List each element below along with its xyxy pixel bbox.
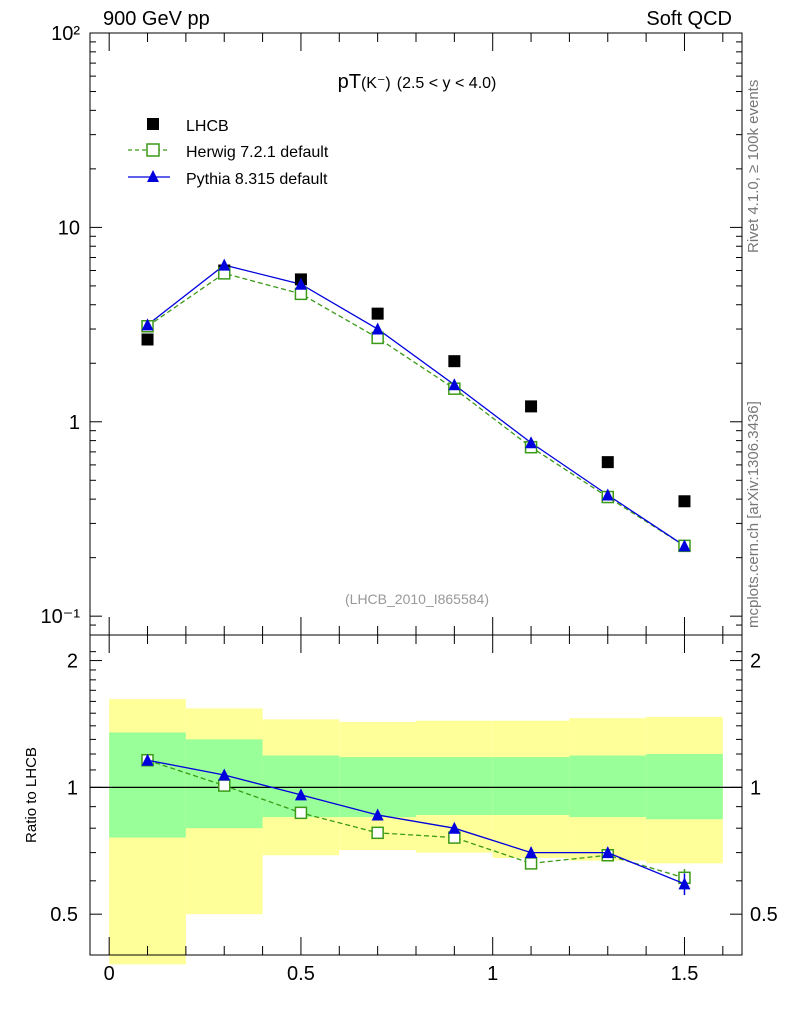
ratio-point-herwig — [371, 826, 384, 840]
ratio-xtick-label: 1.5 — [671, 963, 699, 985]
main-line-herwig — [147, 272, 685, 547]
ratio-ylabel: Ratio to LHCB — [23, 747, 40, 843]
ratio-xtick-label: 0.5 — [287, 963, 315, 985]
main-point-pythia — [448, 378, 461, 391]
green-band-bin — [646, 754, 723, 820]
main-point-pythia — [141, 318, 154, 331]
main-point-pythia — [371, 322, 384, 335]
main-ytick-label: 10² — [51, 23, 80, 45]
main-point-herwig — [294, 287, 308, 301]
header-process-label: 900 GeV pp — [103, 8, 210, 30]
ratio-point-pythia — [601, 846, 614, 859]
main-point-lhcb — [448, 355, 461, 368]
main-point-lhcb — [525, 400, 538, 413]
plot-title-particle: (K⁻) — [361, 75, 391, 92]
ratio-point-pythia — [448, 821, 461, 834]
ratio-xtick-label: 1 — [487, 963, 498, 985]
legend-label-pythia: Pythia 8.315 default — [186, 171, 328, 188]
ratio-point-pythia — [141, 753, 154, 766]
ratio-point-pythia — [371, 808, 384, 821]
main-ytick-label: 10⁻¹ — [41, 606, 81, 628]
ratio-point-herwig — [524, 857, 538, 870]
legend: LHCB Herwig 7.2.1 default Pythia 8.315 d… — [128, 118, 329, 188]
ratio-ytick-label-right: 2 — [750, 651, 761, 673]
analysis-watermark: (LHCB_2010_I865584) — [345, 591, 489, 607]
ratio-point-pythia — [525, 846, 538, 859]
ratio-ytick-label: 1 — [67, 777, 78, 799]
main-point-pythia — [218, 258, 231, 271]
legend-marker-herwig — [146, 143, 160, 157]
ratio-point-herwig — [217, 779, 231, 792]
main-point-lhcb — [371, 307, 384, 320]
ratio-point-herwig — [448, 831, 461, 844]
main-point-pythia — [525, 436, 538, 449]
legend-marker-lhcb — [147, 118, 159, 130]
main-point-pythia — [601, 488, 614, 501]
plot-title-range: (2.5 < y < 4.0) — [397, 75, 497, 92]
green-band-bin — [569, 755, 647, 818]
ratio-xtick-label: 0 — [104, 963, 115, 985]
main-plot — [141, 258, 691, 553]
main-line-pythia — [147, 264, 685, 547]
legend-marker-pythia — [147, 170, 159, 182]
legend-label-herwig: Herwig 7.2.1 default — [186, 144, 329, 161]
ratio-ytick-label: 2 — [67, 651, 78, 673]
main-point-lhcb — [678, 495, 691, 508]
axes: 10⁻¹ 1 10 10² 0.5 0.5 1 1 2 2 0 0.5 1 1.5 — [41, 23, 778, 985]
ratio-ytick-label: 0.5 — [50, 904, 78, 926]
plot-title-main: pT — [338, 71, 361, 93]
ratio-point-pythia — [218, 768, 231, 781]
ratio-line-pythia — [147, 759, 685, 885]
ratio-uncertainty-bands — [109, 699, 723, 965]
main-point-lhcb — [141, 333, 154, 346]
main-ytick-label: 1 — [69, 412, 80, 434]
header-category-label: Soft QCD — [646, 8, 732, 30]
ratio-ytick-label-right: 1 — [750, 777, 761, 799]
green-band-bin — [109, 732, 186, 838]
legend-label-lhcb: LHCB — [186, 118, 229, 135]
main-point-pythia — [294, 277, 307, 290]
green-band-bin — [416, 757, 493, 815]
ratio-point-pythia — [294, 788, 307, 801]
ratio-plot — [90, 753, 742, 896]
main-point-pythia — [678, 539, 691, 552]
main-ytick-label: 10 — [58, 217, 80, 239]
ratio-point-pythia — [678, 877, 691, 890]
ratio-point-herwig — [294, 806, 308, 820]
main-point-lhcb — [601, 456, 614, 469]
plot-title: pT(K⁻) (2.5 < y < 4.0) — [338, 71, 497, 93]
ratio-ytick-label-right: 0.5 — [750, 904, 778, 926]
green-band-bin — [492, 757, 570, 815]
